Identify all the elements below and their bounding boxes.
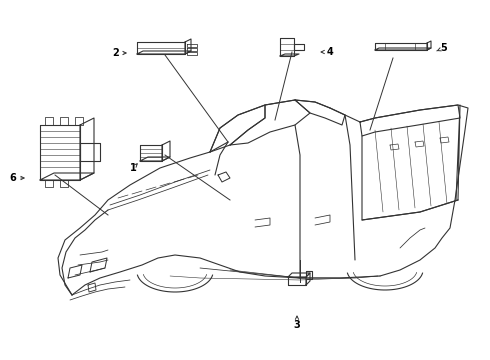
Text: 1: 1 bbox=[130, 163, 136, 173]
Text: 5: 5 bbox=[441, 43, 447, 53]
Text: 4: 4 bbox=[327, 47, 333, 57]
Text: 2: 2 bbox=[113, 48, 120, 58]
Text: 6: 6 bbox=[10, 173, 16, 183]
Text: 3: 3 bbox=[294, 320, 300, 330]
